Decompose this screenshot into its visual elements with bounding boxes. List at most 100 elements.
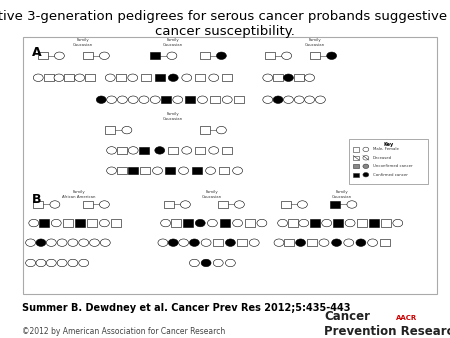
Bar bbox=[185, 96, 195, 103]
Text: Family
Caucasian: Family Caucasian bbox=[332, 190, 352, 199]
Circle shape bbox=[294, 96, 304, 103]
Circle shape bbox=[182, 147, 192, 154]
Bar bbox=[64, 74, 74, 81]
Bar bbox=[105, 126, 115, 134]
Circle shape bbox=[96, 96, 106, 103]
Circle shape bbox=[57, 259, 67, 267]
Circle shape bbox=[273, 96, 283, 103]
Bar bbox=[381, 219, 391, 227]
Circle shape bbox=[216, 126, 226, 134]
Circle shape bbox=[278, 219, 288, 227]
Circle shape bbox=[305, 74, 315, 81]
Circle shape bbox=[180, 201, 190, 208]
Text: Unconfirmed cancer: Unconfirmed cancer bbox=[373, 164, 413, 168]
Circle shape bbox=[299, 219, 309, 227]
Bar bbox=[213, 239, 223, 246]
Circle shape bbox=[36, 259, 46, 267]
Circle shape bbox=[257, 219, 267, 227]
Circle shape bbox=[168, 239, 178, 246]
Bar bbox=[237, 239, 247, 246]
Text: Family
Caucasian: Family Caucasian bbox=[163, 112, 183, 121]
Bar bbox=[222, 147, 232, 154]
Bar bbox=[85, 74, 95, 81]
Circle shape bbox=[305, 96, 315, 103]
Text: Family
Caucasian: Family Caucasian bbox=[305, 38, 325, 47]
Bar bbox=[128, 167, 138, 174]
Circle shape bbox=[225, 259, 235, 267]
Circle shape bbox=[51, 219, 61, 227]
Bar bbox=[333, 219, 343, 227]
Bar bbox=[139, 147, 149, 154]
Circle shape bbox=[179, 167, 189, 174]
Circle shape bbox=[319, 239, 329, 246]
Circle shape bbox=[297, 201, 307, 208]
Circle shape bbox=[296, 239, 306, 246]
Circle shape bbox=[284, 96, 293, 103]
Text: Family
Caucasian: Family Caucasian bbox=[202, 190, 221, 199]
Circle shape bbox=[216, 52, 226, 59]
Bar bbox=[117, 147, 127, 154]
Circle shape bbox=[128, 96, 138, 103]
Bar bbox=[168, 147, 178, 154]
Circle shape bbox=[282, 52, 292, 59]
Circle shape bbox=[206, 167, 216, 174]
Bar bbox=[349, 139, 428, 184]
Circle shape bbox=[68, 259, 78, 267]
Circle shape bbox=[249, 239, 259, 246]
Bar bbox=[310, 52, 320, 59]
Circle shape bbox=[54, 52, 64, 59]
Bar bbox=[218, 201, 228, 208]
Bar bbox=[141, 74, 151, 81]
Bar bbox=[380, 239, 390, 246]
Circle shape bbox=[322, 219, 332, 227]
Bar bbox=[140, 167, 150, 174]
Circle shape bbox=[153, 167, 162, 174]
Circle shape bbox=[368, 239, 378, 246]
Circle shape bbox=[54, 74, 64, 81]
Text: Cancer
Prevention Research: Cancer Prevention Research bbox=[324, 311, 450, 338]
Circle shape bbox=[263, 74, 273, 81]
Text: Family
Caucasian: Family Caucasian bbox=[163, 38, 183, 47]
Bar bbox=[265, 52, 275, 59]
Bar bbox=[222, 74, 232, 81]
Circle shape bbox=[363, 172, 369, 177]
Bar bbox=[310, 219, 320, 227]
Circle shape bbox=[345, 219, 355, 227]
Bar bbox=[150, 52, 160, 59]
Bar bbox=[83, 52, 93, 59]
Bar bbox=[195, 147, 205, 154]
Circle shape bbox=[393, 219, 403, 227]
Bar bbox=[44, 74, 54, 81]
Circle shape bbox=[128, 147, 138, 154]
Circle shape bbox=[158, 239, 168, 246]
Bar bbox=[353, 147, 359, 151]
Text: Family
African American: Family African American bbox=[62, 190, 95, 199]
Circle shape bbox=[363, 164, 369, 168]
Text: Summer B. Dewdney et al. Cancer Prev Res 2012;5:435-443: Summer B. Dewdney et al. Cancer Prev Res… bbox=[22, 303, 351, 313]
Circle shape bbox=[107, 167, 117, 174]
Text: ©2012 by American Association for Cancer Research: ©2012 by American Association for Cancer… bbox=[22, 327, 226, 336]
Bar bbox=[38, 52, 48, 59]
Bar bbox=[294, 74, 304, 81]
Bar bbox=[116, 74, 126, 81]
Bar bbox=[200, 126, 210, 134]
Bar bbox=[192, 167, 202, 174]
Bar bbox=[161, 96, 171, 103]
Bar bbox=[245, 219, 255, 227]
Circle shape bbox=[75, 74, 85, 81]
Circle shape bbox=[327, 52, 337, 59]
Circle shape bbox=[79, 239, 89, 246]
Circle shape bbox=[107, 147, 117, 154]
Text: A: A bbox=[32, 46, 41, 58]
Bar bbox=[33, 201, 43, 208]
Bar bbox=[195, 74, 205, 81]
Bar bbox=[165, 167, 175, 174]
Circle shape bbox=[107, 96, 117, 103]
Circle shape bbox=[363, 155, 369, 160]
Circle shape bbox=[90, 239, 99, 246]
Circle shape bbox=[209, 74, 219, 81]
Circle shape bbox=[213, 259, 223, 267]
Bar bbox=[183, 219, 193, 227]
Circle shape bbox=[222, 96, 232, 103]
Text: Male, Female: Male, Female bbox=[373, 147, 399, 151]
